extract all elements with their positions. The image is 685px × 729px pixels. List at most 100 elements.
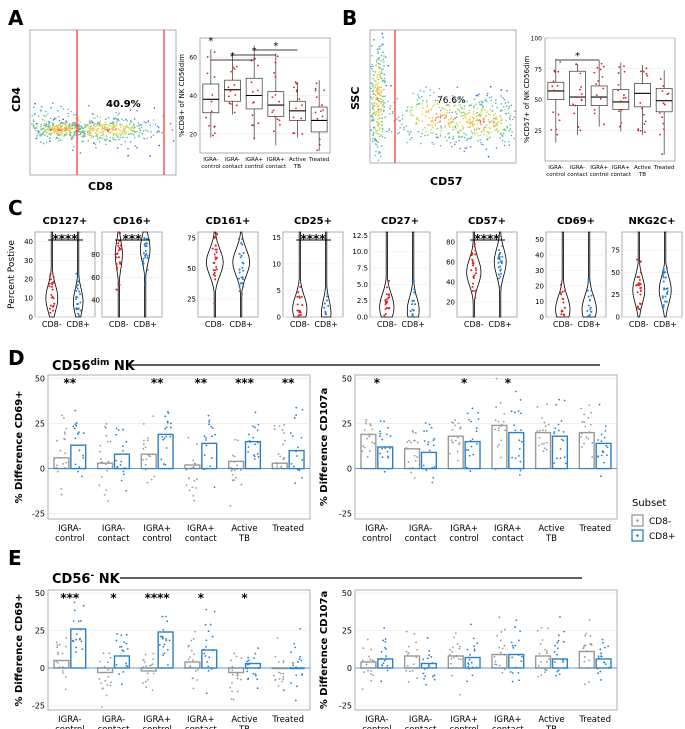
y-tick-label: 10: [272, 260, 281, 268]
flow-event: [96, 136, 98, 138]
data-point: [412, 299, 415, 302]
flow-event: [124, 129, 126, 131]
y-tick-label: 20: [189, 131, 197, 138]
flow-event: [125, 131, 127, 134]
data-point: [121, 445, 124, 447]
data-point: [599, 670, 602, 673]
data-point: [205, 439, 207, 441]
flow-event: [377, 78, 380, 81]
data-point: [161, 435, 164, 438]
data-point: [597, 672, 599, 674]
y-axis-title: % Difference CD107a: [319, 591, 330, 709]
flow-event: [91, 121, 94, 124]
data-point: [543, 671, 546, 674]
data-point: [600, 454, 603, 457]
data-point: [587, 280, 590, 283]
flow-event: [74, 126, 76, 129]
flow-event: [444, 124, 447, 127]
flow-event: [115, 128, 117, 131]
data-point: [587, 681, 590, 683]
flow-event: [439, 113, 442, 116]
flow-event: [482, 105, 484, 107]
y-tick-label: 30: [535, 267, 544, 275]
data-point: [583, 413, 586, 416]
flow-event: [507, 140, 510, 143]
data-point: [361, 450, 364, 453]
flow-event: [136, 131, 138, 133]
data-point: [79, 293, 82, 296]
data-point: [385, 433, 388, 436]
y-tick-label: 0: [616, 314, 620, 322]
data-point: [65, 636, 68, 639]
flow-event: [68, 128, 71, 130]
data-point: [408, 670, 411, 673]
flow-event: [97, 127, 100, 130]
data-point: [414, 432, 417, 434]
flow-event: [446, 112, 448, 114]
data-point: [555, 674, 558, 677]
data-point: [280, 465, 283, 468]
flow-event: [64, 123, 67, 126]
data-point: [544, 425, 547, 427]
flow-event: [132, 124, 135, 127]
flow-event: [145, 129, 147, 131]
data-point: [208, 656, 211, 659]
data-point: [105, 422, 108, 425]
data-point: [118, 283, 121, 286]
flow-event: [460, 107, 463, 110]
flow-event: [375, 64, 377, 67]
data-point: [366, 437, 369, 440]
flow-event: [43, 131, 45, 133]
data-point: [273, 130, 275, 133]
data-point: [564, 462, 567, 465]
data-point: [432, 476, 435, 479]
data-point: [465, 449, 468, 451]
flow-event: [376, 76, 378, 79]
data-point: [562, 431, 565, 433]
flow-event: [58, 120, 61, 122]
flow-event: [383, 88, 385, 91]
data-point: [106, 440, 109, 443]
flow-event: [94, 117, 97, 119]
data-point: [216, 233, 219, 236]
data-point: [209, 465, 212, 468]
data-point: [459, 427, 461, 430]
data-point: [284, 439, 287, 442]
data-point: [56, 439, 59, 442]
data-point: [422, 672, 425, 675]
violin-shape: [581, 231, 597, 318]
data-point: [318, 143, 321, 146]
flow-event: [483, 130, 485, 133]
data-point: [559, 448, 562, 450]
bar-chart-d-cd107a: -2502550IGRA-control*IGRA-contactIGRA+co…: [319, 374, 618, 544]
data-point: [428, 650, 431, 652]
data-point: [251, 90, 254, 93]
data-point: [543, 421, 546, 424]
flow-event: [119, 126, 122, 128]
flow-event: [469, 104, 471, 106]
flow-event: [485, 114, 488, 117]
data-point: [598, 403, 601, 406]
flow-event: [376, 48, 379, 50]
data-point: [62, 462, 64, 465]
flow-event: [500, 89, 503, 91]
data-point: [77, 312, 80, 315]
flow-event: [143, 137, 145, 140]
flow-event: [457, 130, 459, 133]
data-point: [387, 296, 390, 299]
flow-event: [449, 122, 452, 125]
flow-event: [411, 136, 413, 139]
data-point: [501, 260, 504, 263]
data-point: [560, 313, 563, 316]
flow-event: [478, 113, 481, 116]
data-point: [301, 408, 304, 411]
flow-event: [96, 138, 99, 140]
flow-event: [82, 127, 85, 129]
flow-event: [447, 124, 450, 126]
flow-event: [373, 74, 375, 76]
data-point: [553, 661, 556, 663]
data-point: [292, 116, 295, 119]
flow-event: [434, 119, 437, 121]
data-point: [595, 83, 598, 86]
data-point: [381, 438, 384, 441]
